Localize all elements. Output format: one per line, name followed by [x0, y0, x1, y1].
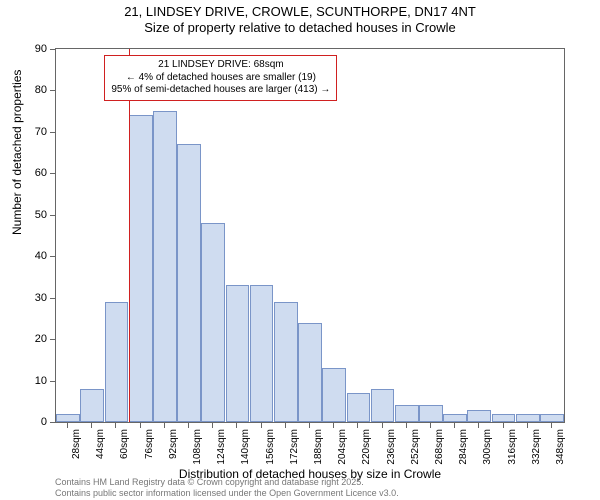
y-tick-label: 60 [35, 167, 47, 179]
x-tick-mark [406, 423, 407, 428]
x-tick-label: 268sqm [434, 429, 445, 465]
x-tick-mark [67, 423, 68, 428]
x-tick-mark [285, 423, 286, 428]
y-tick-label: 80 [35, 84, 47, 96]
x-tick-mark [357, 423, 358, 428]
y-tick-label: 10 [35, 375, 47, 387]
bar [153, 111, 177, 422]
x-tick-mark [188, 423, 189, 428]
y-tick-label: 30 [35, 292, 47, 304]
annotation-box: 21 LINDSEY DRIVE: 68sqm ← 4% of detached… [104, 55, 337, 101]
x-tick-label: 188sqm [313, 429, 324, 465]
annotation-line-1: 21 LINDSEY DRIVE: 68sqm [111, 59, 330, 72]
x-tick-label: 332sqm [531, 429, 542, 465]
x-tick-mark [115, 423, 116, 428]
x-tick-mark [236, 423, 237, 428]
x-tick-mark [430, 423, 431, 428]
bars-group [56, 49, 564, 422]
x-tick-mark [212, 423, 213, 428]
x-tick-label: 124sqm [216, 429, 227, 465]
x-tick-label: 220sqm [361, 429, 372, 465]
x-tick-mark [478, 423, 479, 428]
bar [129, 115, 153, 422]
x-tick-mark [164, 423, 165, 428]
bar [492, 414, 516, 422]
bar [80, 389, 104, 422]
bar [467, 410, 491, 422]
plot-area: 21 LINDSEY DRIVE: 68sqm ← 4% of detached… [55, 48, 565, 423]
x-tick-label: 204sqm [337, 429, 348, 465]
x-tick-mark [551, 423, 552, 428]
x-tick-mark [309, 423, 310, 428]
y-tick-label: 20 [35, 333, 47, 345]
x-tick-label: 300sqm [482, 429, 493, 465]
x-tick-mark [140, 423, 141, 428]
bar [105, 302, 129, 422]
x-axis: Distribution of detached houses by size … [55, 423, 565, 478]
bar [274, 302, 298, 422]
x-tick-label: 316sqm [507, 429, 518, 465]
bar [226, 285, 250, 422]
bar [250, 285, 274, 422]
x-tick-label: 76sqm [144, 429, 155, 459]
x-tick-label: 348sqm [555, 429, 566, 465]
bar [347, 393, 371, 422]
annotation-line-2: ← 4% of detached houses are smaller (19) [111, 72, 330, 85]
chart-container: 21, LINDSEY DRIVE, CROWLE, SCUNTHORPE, D… [0, 0, 600, 500]
x-tick-label: 60sqm [119, 429, 130, 459]
footer-line-1: Contains HM Land Registry data © Crown c… [55, 477, 399, 487]
bar [322, 368, 346, 422]
x-tick-mark [91, 423, 92, 428]
x-tick-label: 92sqm [168, 429, 179, 459]
bar [201, 223, 225, 422]
x-tick-mark [333, 423, 334, 428]
bar [298, 323, 322, 422]
bar [56, 414, 80, 422]
bar [443, 414, 467, 422]
y-tick-label: 50 [35, 209, 47, 221]
x-tick-mark [454, 423, 455, 428]
x-tick-mark [261, 423, 262, 428]
x-tick-label: 172sqm [289, 429, 300, 465]
x-tick-label: 252sqm [410, 429, 421, 465]
footer-attribution: Contains HM Land Registry data © Crown c… [55, 477, 399, 498]
x-tick-label: 44sqm [95, 429, 106, 459]
bar [395, 405, 419, 422]
x-tick-label: 156sqm [265, 429, 276, 465]
annotation-line-3: 95% of semi-detached houses are larger (… [111, 84, 330, 97]
x-tick-label: 236sqm [386, 429, 397, 465]
title-block: 21, LINDSEY DRIVE, CROWLE, SCUNTHORPE, D… [0, 0, 600, 37]
x-tick-label: 108sqm [192, 429, 203, 465]
bar [516, 414, 540, 422]
y-tick-label: 70 [35, 126, 47, 138]
y-axis: 0102030405060708090 [0, 48, 55, 423]
y-tick-label: 90 [35, 43, 47, 55]
x-tick-mark [527, 423, 528, 428]
x-tick-mark [382, 423, 383, 428]
x-tick-label: 284sqm [458, 429, 469, 465]
title-line-2: Size of property relative to detached ho… [0, 20, 600, 36]
x-tick-label: 28sqm [71, 429, 82, 459]
bar [540, 414, 564, 422]
y-tick-label: 0 [41, 416, 47, 428]
reference-line [129, 49, 130, 422]
footer-line-2: Contains public sector information licen… [55, 488, 399, 498]
x-tick-label: 140sqm [240, 429, 251, 465]
bar [177, 144, 201, 422]
title-line-1: 21, LINDSEY DRIVE, CROWLE, SCUNTHORPE, D… [0, 4, 600, 20]
bar [419, 405, 443, 422]
y-tick-label: 40 [35, 250, 47, 262]
bar [371, 389, 395, 422]
x-tick-mark [503, 423, 504, 428]
